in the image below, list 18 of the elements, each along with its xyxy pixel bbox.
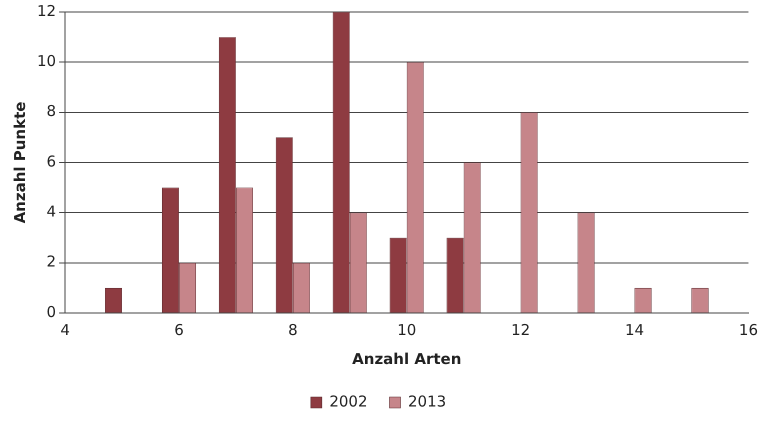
y-tick-label: 0	[46, 302, 56, 321]
y-tick-label: 4	[46, 202, 56, 221]
x-tick-label: 8	[288, 320, 298, 339]
y-tick-label: 12	[36, 2, 56, 20]
y-tick-label: 6	[46, 152, 56, 170]
x-tick-label: 14	[625, 320, 644, 339]
x-tick-label: 12	[511, 320, 530, 339]
legend-label: 2013	[408, 392, 446, 410]
x-axis-title: Anzahl Arten	[352, 350, 462, 368]
y-axis-title: Anzahl Punkte	[10, 102, 29, 224]
x-tick-label: 10	[397, 320, 416, 339]
x-tick-label: 6	[174, 320, 184, 339]
y-tick-label: 8	[46, 102, 56, 120]
y-tick-label: 10	[36, 52, 56, 70]
legend-label: 2002	[329, 392, 368, 410]
y-tick-label: 2	[46, 252, 56, 271]
x-tick-label: 4	[60, 320, 70, 339]
x-tick-label: 16	[738, 320, 758, 339]
